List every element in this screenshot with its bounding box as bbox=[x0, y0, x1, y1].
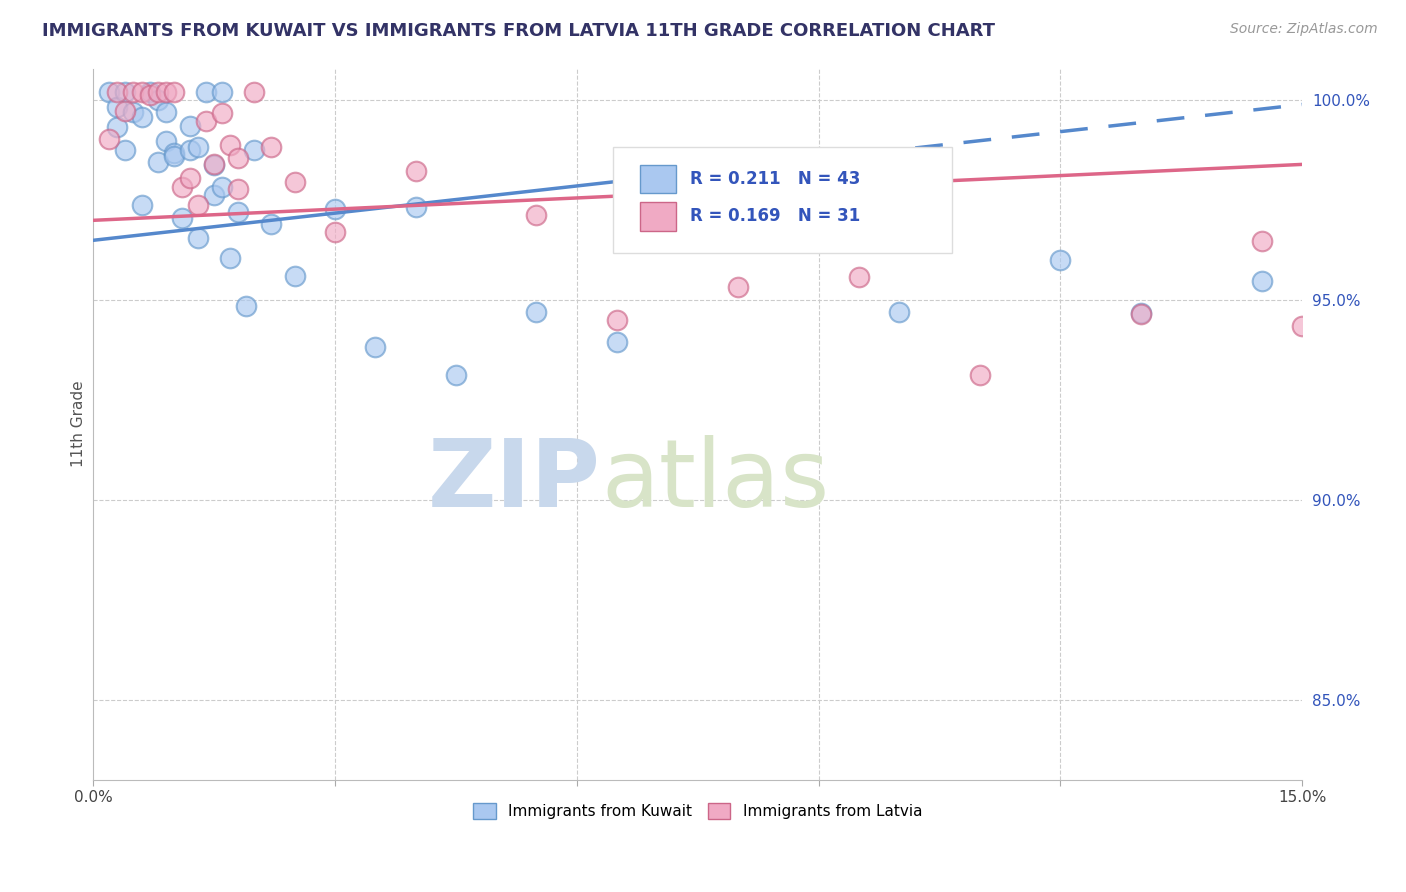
Point bbox=[146, 93, 169, 107]
Point bbox=[187, 140, 209, 154]
Point bbox=[226, 204, 249, 219]
Point bbox=[98, 131, 121, 145]
FancyBboxPatch shape bbox=[613, 147, 952, 253]
Point bbox=[163, 149, 186, 163]
Point bbox=[187, 230, 209, 244]
Point bbox=[179, 119, 201, 133]
Point bbox=[146, 86, 169, 100]
Point bbox=[284, 175, 307, 189]
Point bbox=[444, 368, 467, 383]
Point bbox=[1130, 306, 1153, 320]
Point bbox=[195, 86, 218, 100]
Point bbox=[179, 144, 201, 158]
Legend: Immigrants from Kuwait, Immigrants from Latvia: Immigrants from Kuwait, Immigrants from … bbox=[467, 797, 928, 825]
Point bbox=[235, 299, 257, 313]
Point bbox=[179, 171, 201, 186]
Point bbox=[155, 86, 177, 100]
Point bbox=[138, 87, 160, 102]
Point bbox=[98, 86, 121, 100]
Point bbox=[1291, 318, 1313, 333]
Point bbox=[284, 268, 307, 283]
Point bbox=[1251, 234, 1274, 248]
Text: R = 0.169   N = 31: R = 0.169 N = 31 bbox=[690, 208, 860, 226]
Y-axis label: 11th Grade: 11th Grade bbox=[72, 381, 86, 467]
Point bbox=[114, 143, 136, 157]
Point bbox=[155, 105, 177, 120]
Point bbox=[187, 198, 209, 212]
Text: Source: ZipAtlas.com: Source: ZipAtlas.com bbox=[1230, 22, 1378, 37]
Point bbox=[323, 225, 346, 239]
Point bbox=[163, 145, 186, 160]
Point bbox=[155, 134, 177, 148]
Point bbox=[202, 157, 225, 171]
Point bbox=[1130, 307, 1153, 321]
Point bbox=[202, 158, 225, 172]
Point bbox=[114, 86, 136, 100]
Point bbox=[105, 120, 128, 134]
Point bbox=[526, 208, 548, 222]
FancyBboxPatch shape bbox=[640, 202, 676, 231]
Point bbox=[122, 105, 145, 120]
Point bbox=[131, 197, 153, 211]
Point bbox=[727, 280, 749, 294]
Point bbox=[105, 100, 128, 114]
Point bbox=[323, 202, 346, 216]
Text: IMMIGRANTS FROM KUWAIT VS IMMIGRANTS FROM LATVIA 11TH GRADE CORRELATION CHART: IMMIGRANTS FROM KUWAIT VS IMMIGRANTS FRO… bbox=[42, 22, 995, 40]
Point bbox=[969, 368, 991, 382]
Point bbox=[259, 140, 281, 154]
Point bbox=[243, 86, 266, 100]
Text: atlas: atlas bbox=[600, 435, 830, 527]
Point bbox=[226, 151, 249, 165]
Point bbox=[114, 103, 136, 118]
Point bbox=[226, 182, 249, 196]
Point bbox=[163, 86, 186, 100]
Point bbox=[122, 86, 145, 100]
Point bbox=[405, 164, 427, 178]
Point bbox=[219, 138, 242, 153]
Point bbox=[889, 305, 911, 319]
Point bbox=[202, 188, 225, 202]
Point bbox=[211, 86, 233, 100]
Point bbox=[195, 114, 218, 128]
Point bbox=[606, 334, 628, 349]
Point bbox=[807, 201, 830, 215]
Point bbox=[211, 105, 233, 120]
Point bbox=[606, 313, 628, 327]
Text: R = 0.211   N = 43: R = 0.211 N = 43 bbox=[690, 169, 860, 187]
Point bbox=[686, 211, 709, 226]
Point bbox=[211, 179, 233, 194]
Point bbox=[526, 305, 548, 319]
Point bbox=[1049, 252, 1071, 267]
Point bbox=[170, 211, 193, 225]
Text: ZIP: ZIP bbox=[427, 435, 600, 527]
Point bbox=[364, 340, 387, 354]
Point bbox=[131, 86, 153, 100]
Point bbox=[259, 217, 281, 231]
Point bbox=[170, 179, 193, 194]
FancyBboxPatch shape bbox=[640, 164, 676, 193]
Point bbox=[405, 200, 427, 214]
Point bbox=[848, 269, 870, 284]
Point bbox=[219, 251, 242, 265]
Point bbox=[1251, 274, 1274, 288]
Point bbox=[243, 143, 266, 157]
Point bbox=[105, 86, 128, 100]
Point bbox=[146, 155, 169, 169]
Point bbox=[131, 110, 153, 124]
Point bbox=[138, 86, 160, 100]
